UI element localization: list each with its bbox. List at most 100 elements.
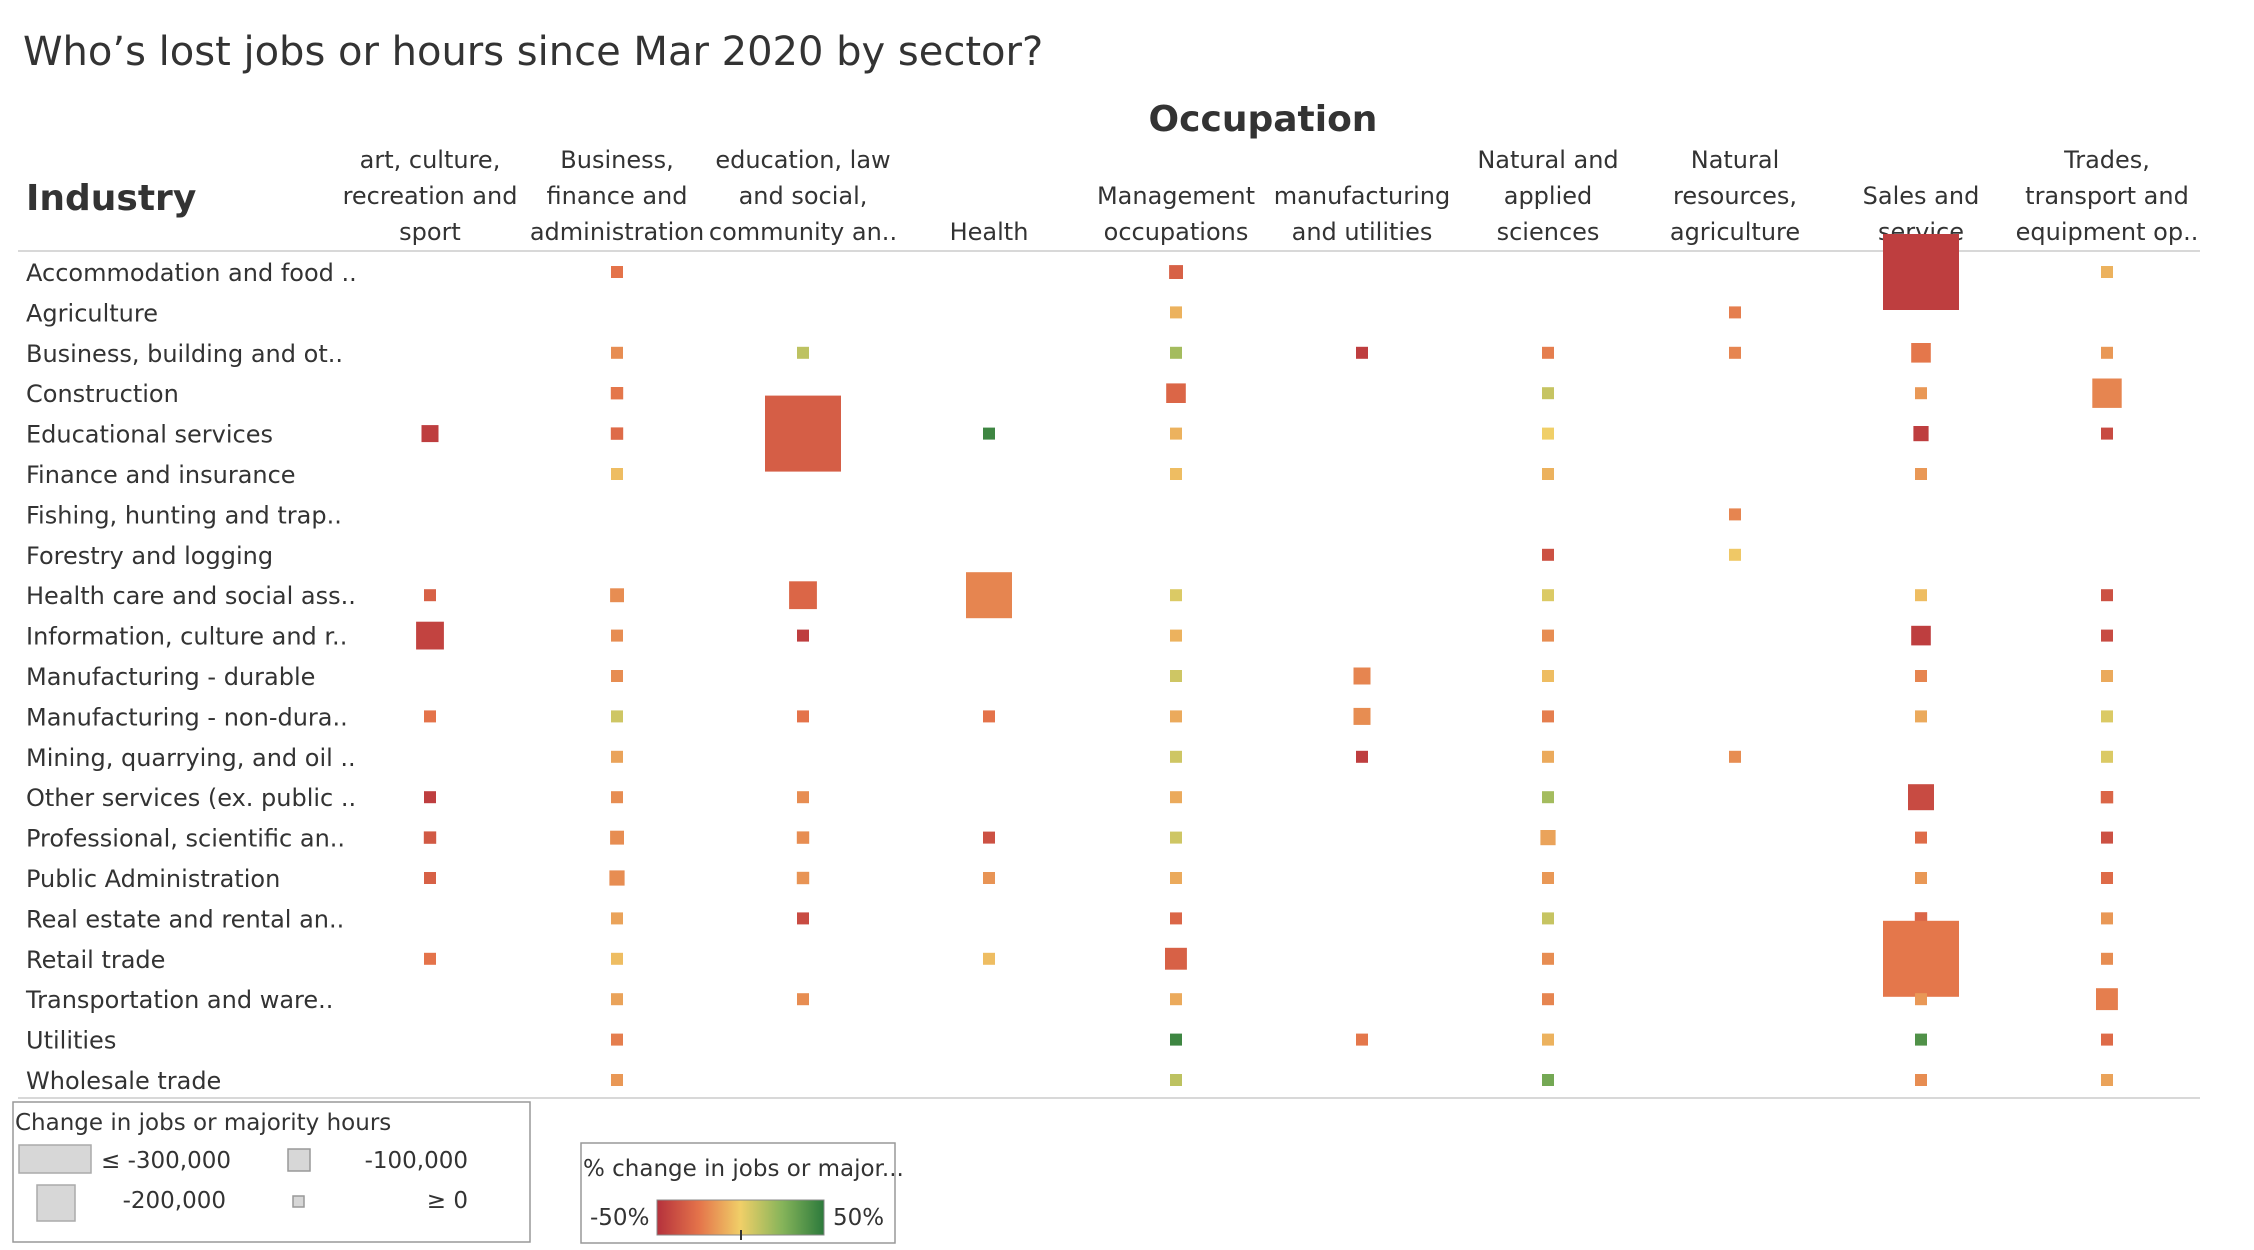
cell-information-culture-and-r-col-0[interactable] <box>416 621 444 650</box>
cell-finance-and-insurance-col-8[interactable] <box>1915 468 1927 480</box>
cell-information-culture-and-r-col-6[interactable] <box>1542 629 1554 642</box>
cell-transportation-and-ware-col-1[interactable] <box>611 993 623 1006</box>
cell-business-building-and-ot-col-8[interactable] <box>1911 343 1931 363</box>
cell-health-care-and-social-ass-col-0[interactable] <box>424 589 436 602</box>
cell-mining-quarrying-and-oil-col-6[interactable] <box>1542 750 1554 763</box>
cell-construction-col-8[interactable] <box>1915 387 1927 400</box>
cell-real-estate-and-rental-an-col-9[interactable] <box>2101 912 2113 925</box>
cell-real-estate-and-rental-an-col-1[interactable] <box>611 912 623 925</box>
cell-mining-quarrying-and-oil-col-4[interactable] <box>1170 750 1182 763</box>
cell-utilities-col-8[interactable] <box>1915 1033 1927 1046</box>
cell-transportation-and-ware-col-8[interactable] <box>1915 993 1927 1006</box>
cell-professional-scientific-an-col-8[interactable] <box>1915 831 1927 844</box>
cell-retail-trade-col-3[interactable] <box>983 952 995 965</box>
cell-educational-services-col-4[interactable] <box>1170 427 1182 440</box>
cell-educational-services-col-3[interactable] <box>983 427 995 440</box>
cell-manufacturing-non-dura-col-8[interactable] <box>1915 710 1927 723</box>
cell-professional-scientific-an-col-6[interactable] <box>1540 830 1556 846</box>
cell-business-building-and-ot-col-2[interactable] <box>797 346 809 359</box>
cell-wholesale-trade-col-9[interactable] <box>2101 1074 2113 1086</box>
cell-public-administration-col-9[interactable] <box>2101 872 2113 884</box>
cell-construction-col-1[interactable] <box>610 387 624 400</box>
cell-construction-col-9[interactable] <box>2092 378 2122 408</box>
cell-public-administration-col-2[interactable] <box>796 871 810 885</box>
cell-professional-scientific-an-col-1[interactable] <box>610 830 624 845</box>
cell-finance-and-insurance-col-4[interactable] <box>1170 468 1182 480</box>
cell-business-building-and-ot-col-4[interactable] <box>1170 346 1182 359</box>
cell-business-building-and-ot-col-7[interactable] <box>1729 346 1741 359</box>
cell-health-care-and-social-ass-col-3[interactable] <box>966 572 1012 619</box>
cell-mining-quarrying-and-oil-col-1[interactable] <box>611 750 623 763</box>
cell-manufacturing-non-dura-col-9[interactable] <box>2101 710 2113 723</box>
cell-manufacturing-durable-col-8[interactable] <box>1915 670 1927 682</box>
cell-professional-scientific-an-col-4[interactable] <box>1170 831 1182 844</box>
cell-other-services-ex-public-col-0[interactable] <box>424 791 436 804</box>
cell-real-estate-and-rental-an-col-2[interactable] <box>797 912 809 925</box>
cell-business-building-and-ot-col-9[interactable] <box>2101 346 2113 359</box>
cell-educational-services-col-9[interactable] <box>2101 427 2113 440</box>
cell-wholesale-trade-col-1[interactable] <box>611 1074 623 1086</box>
cell-utilities-col-4[interactable] <box>1170 1033 1182 1046</box>
cell-manufacturing-durable-col-6[interactable] <box>1542 670 1554 682</box>
cell-real-estate-and-rental-an-col-6[interactable] <box>1542 912 1554 925</box>
cell-information-culture-and-r-col-8[interactable] <box>1911 625 1931 646</box>
cell-business-building-and-ot-col-6[interactable] <box>1542 346 1554 359</box>
cell-utilities-col-9[interactable] <box>2101 1033 2113 1046</box>
cell-mining-quarrying-and-oil-col-7[interactable] <box>1729 750 1741 763</box>
cell-health-care-and-social-ass-col-9[interactable] <box>2101 589 2113 602</box>
cell-manufacturing-durable-col-5[interactable] <box>1353 667 1371 685</box>
cell-other-services-ex-public-col-1[interactable] <box>611 791 623 804</box>
cell-health-care-and-social-ass-col-2[interactable] <box>789 581 817 610</box>
cell-retail-trade-col-9[interactable] <box>2101 952 2113 965</box>
cell-transportation-and-ware-col-6[interactable] <box>1542 993 1554 1006</box>
cell-educational-services-col-1[interactable] <box>610 427 624 440</box>
cell-information-culture-and-r-col-9[interactable] <box>2101 629 2113 642</box>
cell-forestry-and-logging-col-6[interactable] <box>1542 548 1554 561</box>
cell-health-care-and-social-ass-col-1[interactable] <box>610 588 624 603</box>
cell-health-care-and-social-ass-col-6[interactable] <box>1542 589 1554 602</box>
cell-professional-scientific-an-col-3[interactable] <box>983 831 995 844</box>
cell-public-administration-col-3[interactable] <box>983 872 995 884</box>
cell-real-estate-and-rental-an-col-4[interactable] <box>1170 912 1182 925</box>
cell-accommodation-and-food-col-1[interactable] <box>611 266 623 278</box>
cell-public-administration-col-4[interactable] <box>1170 872 1182 884</box>
cell-mining-quarrying-and-oil-col-9[interactable] <box>2101 750 2113 763</box>
cell-finance-and-insurance-col-6[interactable] <box>1542 468 1554 480</box>
cell-other-services-ex-public-col-8[interactable] <box>1908 784 1934 811</box>
cell-educational-services-col-0[interactable] <box>421 425 439 443</box>
cell-business-building-and-ot-col-1[interactable] <box>611 346 623 359</box>
cell-professional-scientific-an-col-0[interactable] <box>423 831 437 844</box>
cell-information-culture-and-r-col-1[interactable] <box>611 629 623 642</box>
cell-educational-services-col-2[interactable] <box>765 395 841 472</box>
cell-health-care-and-social-ass-col-4[interactable] <box>1170 589 1182 602</box>
cell-utilities-col-1[interactable] <box>611 1033 623 1046</box>
cell-manufacturing-non-dura-col-1[interactable] <box>611 710 623 723</box>
cell-finance-and-insurance-col-1[interactable] <box>611 468 623 480</box>
cell-forestry-and-logging-col-7[interactable] <box>1729 548 1741 561</box>
cell-construction-col-6[interactable] <box>1542 387 1554 400</box>
cell-retail-trade-col-6[interactable] <box>1542 952 1554 965</box>
cell-accommodation-and-food-col-4[interactable] <box>1169 265 1183 279</box>
cell-public-administration-col-8[interactable] <box>1915 872 1927 884</box>
cell-manufacturing-non-dura-col-2[interactable] <box>797 710 809 723</box>
cell-wholesale-trade-col-4[interactable] <box>1170 1074 1182 1086</box>
cell-public-administration-col-1[interactable] <box>609 870 625 886</box>
cell-agriculture-col-4[interactable] <box>1170 306 1182 319</box>
cell-utilities-col-5[interactable] <box>1356 1033 1368 1046</box>
cell-transportation-and-ware-col-2[interactable] <box>797 993 809 1006</box>
cell-manufacturing-non-dura-col-3[interactable] <box>983 710 995 723</box>
cell-fishing-hunting-and-trap-col-7[interactable] <box>1729 508 1741 521</box>
cell-educational-services-col-8[interactable] <box>1913 426 1929 442</box>
cell-transportation-and-ware-col-9[interactable] <box>2096 988 2118 1011</box>
cell-other-services-ex-public-col-4[interactable] <box>1170 791 1182 804</box>
cell-public-administration-col-6[interactable] <box>1542 872 1554 884</box>
cell-utilities-col-6[interactable] <box>1542 1033 1554 1046</box>
cell-information-culture-and-r-col-2[interactable] <box>797 629 809 642</box>
cell-retail-trade-col-0[interactable] <box>424 952 436 965</box>
cell-retail-trade-col-1[interactable] <box>611 952 623 965</box>
cell-public-administration-col-0[interactable] <box>424 872 436 884</box>
cell-educational-services-col-6[interactable] <box>1542 427 1554 440</box>
cell-retail-trade-col-4[interactable] <box>1165 947 1187 970</box>
cell-construction-col-4[interactable] <box>1166 383 1186 403</box>
cell-other-services-ex-public-col-9[interactable] <box>2100 791 2114 804</box>
